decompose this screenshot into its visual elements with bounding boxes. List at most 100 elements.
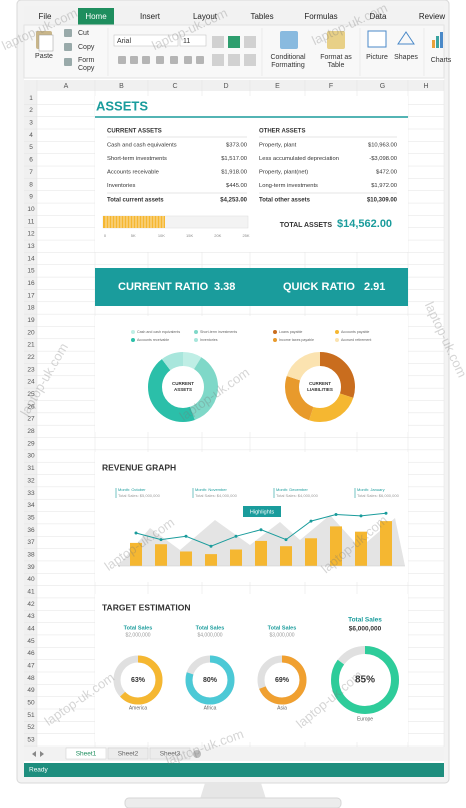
- row-number: 33: [27, 490, 35, 497]
- format-icon: [196, 56, 204, 64]
- active-tab-bg: [78, 8, 114, 25]
- highlight-label: Highlights: [250, 509, 274, 515]
- row-number: 16: [27, 280, 35, 287]
- paste-sheet: [38, 34, 54, 52]
- revenue-point: [384, 511, 388, 515]
- row-number: 2: [29, 107, 33, 114]
- table-value: $1,918.00: [221, 170, 247, 176]
- annotation: Month: December: [276, 487, 308, 492]
- progress-fill: [103, 216, 165, 228]
- revenue-bar: [280, 546, 292, 566]
- font-box: [113, 34, 179, 47]
- sheet-tab[interactable]: [65, 747, 107, 760]
- annotation: Total Sales: $4,000,000: [276, 493, 319, 498]
- row-number: 17: [27, 292, 35, 299]
- size-box: [179, 34, 207, 47]
- revenue-bar: [155, 544, 167, 566]
- donut-segment: [148, 352, 218, 422]
- row-number: 14: [27, 255, 35, 262]
- cf-icon: [280, 31, 298, 49]
- format-icon: [130, 56, 138, 64]
- ribbon-tab[interactable]: Formulas: [304, 12, 337, 21]
- format-icon: [156, 56, 164, 64]
- row-number: 48: [27, 675, 35, 682]
- revenue-point: [184, 534, 188, 538]
- highlight-box: [243, 506, 281, 517]
- panel: [95, 316, 408, 432]
- ribbon-tab[interactable]: Home: [85, 12, 107, 21]
- annotation: Month: January: [357, 487, 385, 492]
- ring-progress: [331, 646, 399, 714]
- ribbon-button: Table: [328, 62, 345, 69]
- row-number: 10: [27, 206, 35, 213]
- row-number: 24: [27, 379, 35, 386]
- row-number: 41: [27, 588, 35, 595]
- row-number: 37: [27, 539, 35, 546]
- ring-progress: [257, 655, 307, 705]
- ribbon-tab[interactable]: Review: [419, 12, 445, 21]
- revenue-bar: [255, 540, 267, 566]
- scale-label: 5K: [131, 233, 136, 238]
- table-label: Cash and cash equivalents: [107, 143, 177, 149]
- column-letter: H: [423, 83, 428, 90]
- table-value: $1,517.00: [221, 156, 247, 162]
- legend-dot: [194, 330, 198, 334]
- row-number: 53: [27, 737, 35, 744]
- tab-bar: [24, 6, 444, 25]
- scale-label: 15K: [186, 233, 193, 238]
- ribbon-button: Paste: [35, 53, 53, 60]
- table-total-label: Total other assets: [259, 198, 311, 204]
- scale-label: 0: [104, 233, 107, 238]
- row-number: 1: [29, 95, 33, 102]
- sheet-tab[interactable]: [107, 747, 149, 760]
- font-size: 11: [183, 38, 190, 45]
- ring-progress: [185, 655, 235, 705]
- column-letter: D: [223, 83, 228, 90]
- stand-base: [124, 797, 342, 808]
- sheet-nav: [32, 751, 44, 757]
- target-heading: Total Sales: [348, 617, 382, 624]
- region-label: Europe: [357, 716, 373, 722]
- revenue-point: [359, 514, 363, 518]
- row-number: 26: [27, 403, 35, 410]
- revenue-bar: [205, 554, 217, 566]
- legend-label: Cash and cash equivalents: [137, 330, 180, 334]
- ribbon-tab[interactable]: Insert: [140, 12, 161, 21]
- table-value: $472.00: [376, 170, 397, 176]
- sheet-tab[interactable]: [149, 747, 191, 760]
- revenue-bar: [305, 538, 317, 566]
- align-icon: [244, 54, 256, 66]
- status-text: Ready: [29, 767, 49, 774]
- table-total-value: $4,253.00: [220, 198, 247, 204]
- ribbon-tab[interactable]: Tables: [250, 12, 273, 21]
- sheet-tab-label[interactable]: Sheet1: [76, 751, 97, 758]
- add-sheet[interactable]: [193, 750, 201, 758]
- picture-icon: [367, 30, 387, 48]
- ribbon-tab[interactable]: File: [39, 12, 52, 21]
- ratio-banner: [95, 268, 408, 306]
- row-number: 21: [27, 342, 35, 349]
- charts-icon: [436, 36, 439, 48]
- sheet-tab-label[interactable]: Sheet3: [160, 751, 181, 758]
- ribbon-tab[interactable]: Data: [370, 12, 387, 21]
- row-number: 20: [27, 329, 35, 336]
- row-number: 13: [27, 243, 35, 250]
- ribbon-button: Formatting: [271, 62, 305, 69]
- ratio-value: 3.38: [214, 281, 235, 293]
- ribbon-tab[interactable]: Layout: [193, 12, 218, 21]
- row-number: 27: [27, 416, 35, 423]
- charts-icon: [432, 40, 435, 48]
- small-icon: [64, 58, 72, 66]
- legend-label: Short-term investments: [200, 330, 237, 334]
- revenue-point: [284, 538, 288, 542]
- ring-value: 80%: [203, 677, 218, 684]
- align-icon: [244, 36, 256, 48]
- revenue-bar: [355, 531, 367, 566]
- revenue-point: [234, 534, 238, 538]
- status-bar: [24, 763, 444, 777]
- region-label: Africa: [204, 705, 217, 711]
- row-number: 18: [27, 305, 35, 312]
- row-header-bar: [24, 91, 37, 747]
- sheet-tab-label[interactable]: Sheet2: [118, 751, 139, 758]
- row-number: 45: [27, 638, 35, 645]
